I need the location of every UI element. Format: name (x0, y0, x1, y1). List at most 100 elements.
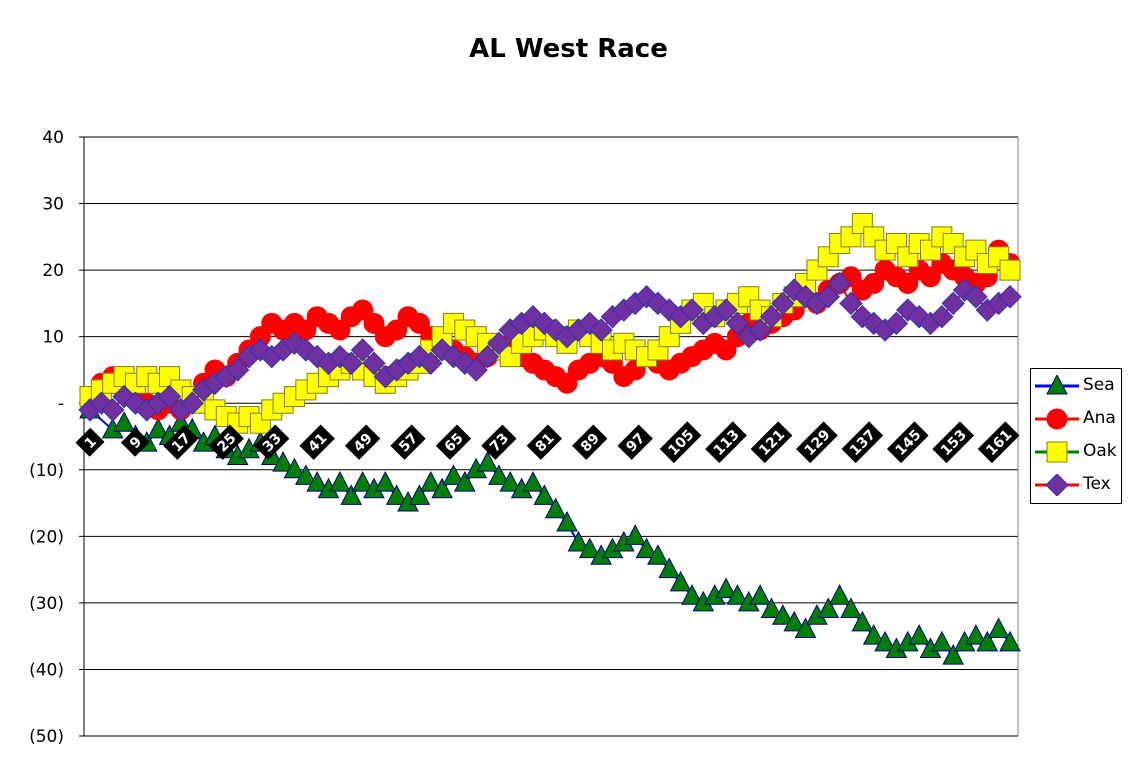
data-point (987, 617, 1010, 639)
series-layer (78, 213, 1022, 665)
data-point (578, 537, 601, 559)
data-point (908, 624, 930, 645)
data-point (442, 464, 465, 485)
y-tick-label: (20) (29, 527, 64, 547)
x-tick-label-bg (120, 427, 150, 457)
x-tick-label-bg (886, 421, 929, 464)
legend-item-oak: Oak (1031, 435, 1123, 469)
data-point (817, 597, 840, 619)
y-tick-label: 20 (42, 261, 64, 281)
x-tick-label-bg (659, 421, 702, 464)
data-point (725, 311, 750, 336)
x-tick-label: 137 (841, 421, 884, 464)
data-point (783, 610, 806, 632)
data-point (681, 584, 703, 605)
data-point (180, 391, 204, 415)
data-point (999, 630, 1021, 652)
data-point (225, 358, 250, 382)
data-point (771, 291, 795, 316)
legend-label: Ana (1083, 408, 1116, 428)
data-point (340, 484, 363, 505)
y-tick-label: 40 (42, 128, 64, 148)
x-tick-label-bg (254, 424, 290, 460)
x-tick-label-bg (481, 424, 517, 460)
x-tick-label-bg (572, 424, 608, 460)
series-tex (78, 271, 1022, 422)
data-point (884, 311, 909, 336)
y-tick-label: (50) (29, 727, 64, 747)
data-point (385, 484, 408, 505)
data-point (862, 624, 885, 645)
data-point (976, 630, 999, 652)
x-tick-label-bg (208, 424, 244, 460)
x-tick-label-bg (750, 421, 793, 464)
data-point (339, 351, 363, 375)
data-point (283, 457, 306, 479)
data-point (851, 610, 874, 632)
legend-item-sea: Sea (1031, 369, 1123, 403)
legend-swatch (1035, 474, 1079, 496)
legend-label: Oak (1083, 441, 1117, 461)
x-tick-label-bg (932, 421, 975, 464)
data-point (726, 584, 749, 605)
x-tick-label-bg (977, 421, 1020, 464)
data-point (112, 384, 136, 409)
data-point (715, 577, 737, 599)
data-point (487, 331, 511, 356)
data-point (589, 318, 613, 342)
data-point (351, 471, 374, 492)
data-point (147, 417, 169, 439)
legend-label: Sea (1083, 375, 1115, 395)
data-point (941, 291, 965, 316)
data-point (827, 271, 852, 296)
data-point (1046, 408, 1068, 430)
data-point (350, 338, 375, 362)
data-point (964, 285, 988, 309)
x-tick-label: 153 (932, 421, 975, 464)
data-point (475, 344, 500, 369)
chart-title: AL West Race (469, 34, 668, 64)
x-tick-label: 129 (796, 421, 838, 464)
legend-swatch (1035, 408, 1079, 430)
data-point (533, 484, 556, 505)
y-tick-label: (10) (29, 461, 64, 481)
data-point (658, 557, 681, 579)
x-tick-label-bg (705, 421, 747, 464)
x-tick-label: 57 (390, 424, 426, 460)
x-tick-label: 9 (120, 427, 150, 457)
x-tick-label-bg (435, 424, 472, 460)
data-point (635, 537, 658, 559)
x-tick-label-bg (617, 424, 653, 460)
data-point (464, 358, 488, 382)
x-tick-label: 161 (977, 421, 1020, 464)
data-point (714, 298, 738, 322)
data-point (556, 510, 578, 532)
data-point (101, 398, 125, 422)
data-point (624, 524, 647, 545)
x-tick-label: 105 (659, 421, 702, 464)
x-tick-label-bg (163, 424, 199, 460)
data-point (998, 285, 1022, 309)
data-point (329, 471, 351, 492)
data-point (522, 471, 544, 492)
data-point (839, 291, 863, 316)
data-point (362, 351, 386, 375)
data-point (647, 544, 669, 565)
data-point (840, 597, 862, 619)
data-point (930, 304, 954, 329)
data-point (816, 285, 840, 309)
data-point (794, 617, 817, 639)
x-tick-label-bg (344, 424, 381, 460)
x-tick-label: 121 (750, 421, 793, 464)
x-tick-label: 41 (299, 424, 335, 460)
data-point (419, 351, 443, 375)
data-point (1046, 375, 1068, 395)
x-tick-label: 145 (886, 421, 929, 464)
x-tick-label-bg (841, 421, 884, 464)
legend-item-ana: Ana (1031, 402, 1123, 436)
data-point (760, 597, 783, 619)
x-tick-label-bg (796, 421, 838, 464)
data-point (772, 604, 794, 625)
data-point (408, 484, 431, 505)
